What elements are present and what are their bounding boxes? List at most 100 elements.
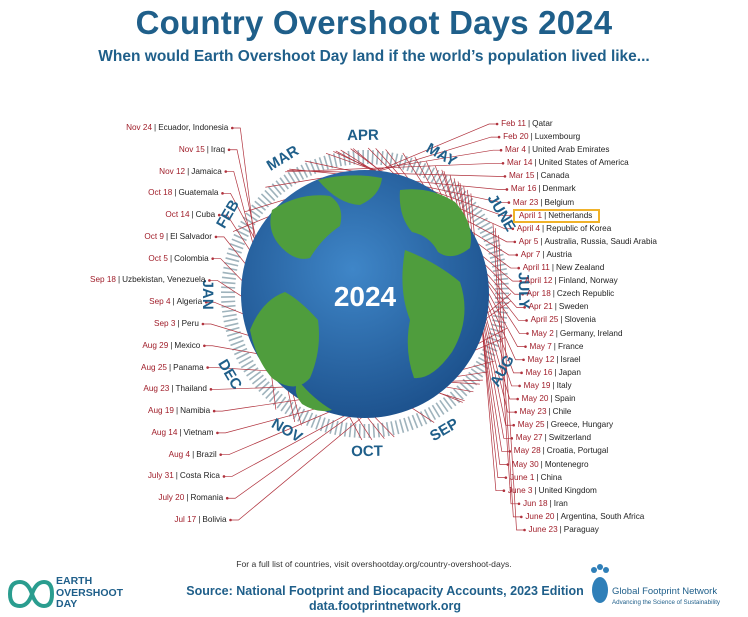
day-tick — [231, 238, 246, 246]
leader-dot — [203, 344, 206, 348]
leader-dot — [503, 175, 507, 178]
day-tick — [224, 261, 239, 267]
separator: | — [554, 276, 557, 286]
day-tick — [389, 152, 394, 167]
country-name: Netherlands — [548, 210, 593, 220]
day-tick — [468, 371, 481, 382]
day-tick — [390, 421, 395, 436]
leader-dot — [227, 148, 231, 152]
separator: | — [536, 171, 539, 181]
overshoot-date: Sep 18 — [90, 275, 116, 285]
overshoot-date: June 1 — [509, 472, 535, 482]
separator: | — [170, 340, 173, 350]
day-tick — [233, 347, 248, 356]
day-tick — [292, 406, 302, 420]
eod-line-2: OVERSHOOT — [56, 586, 124, 599]
day-tick — [248, 370, 262, 381]
day-tick — [240, 220, 254, 230]
overshoot-date: Jun 18 — [522, 498, 548, 508]
day-tick — [236, 351, 250, 360]
country-label: Oct 5 | Colombia — [148, 254, 208, 264]
leader-dot — [523, 306, 526, 309]
day-tick — [328, 154, 334, 169]
day-tick — [258, 381, 270, 392]
country-label: Aug 25 | Panama — [141, 363, 204, 373]
country-label: Mar 4 | United Arab Emirates — [505, 145, 609, 155]
country-name: Denmark — [542, 184, 576, 194]
country-name: Qatar — [532, 119, 553, 128]
country-name: Panama — [173, 362, 204, 372]
separator: | — [540, 197, 543, 207]
overshoot-date: Feb 11 — [501, 119, 526, 128]
day-tick — [486, 244, 501, 251]
day-tick — [385, 422, 390, 437]
day-tick — [261, 384, 273, 396]
day-tick — [334, 420, 339, 435]
country-label: Oct 9 | El Salvador — [144, 232, 212, 242]
day-tick — [494, 301, 509, 305]
separator: | — [554, 367, 557, 377]
separator: | — [542, 223, 545, 233]
separator: | — [186, 493, 189, 503]
day-tick — [473, 364, 486, 374]
overshoot-date: Feb 20 — [503, 132, 529, 142]
separator: | — [168, 362, 172, 372]
overshoot-date: Nov 24 — [126, 123, 153, 132]
separator: | — [546, 420, 549, 430]
overshoot-date: Nov 15 — [178, 144, 205, 154]
day-tick — [240, 359, 254, 369]
footprint-icon — [591, 564, 609, 603]
day-tick — [230, 339, 244, 347]
leader-dot — [513, 240, 517, 244]
day-tick — [324, 418, 330, 433]
overshoot-date: May 2 — [531, 328, 554, 338]
country-label: July 20 | Romania — [158, 493, 223, 503]
separator: | — [527, 119, 531, 128]
separator: | — [556, 354, 559, 364]
leader-dot — [217, 213, 221, 217]
day-tick — [251, 374, 264, 385]
day-tick — [222, 313, 237, 318]
leader-dot — [209, 388, 213, 391]
leader-dot — [522, 358, 525, 362]
leader-dot — [521, 292, 524, 296]
country-label: Nov 24 | Ecuador, Indonesia — [126, 123, 228, 133]
source-credit: Source: National Footprint and Biocapaci… — [175, 584, 595, 614]
overshoot-date: Apr 21 — [528, 302, 553, 312]
day-tick — [398, 419, 405, 433]
country-name: Iran — [553, 498, 568, 508]
country-label: Aug 4 | Brazil — [169, 450, 217, 460]
leader-dot — [495, 122, 499, 126]
separator: | — [551, 263, 554, 273]
day-tick — [343, 422, 348, 437]
separator: | — [534, 485, 537, 495]
day-tick — [445, 180, 456, 193]
country-name: Germany, Ireland — [559, 328, 623, 338]
overshoot-date: May 16 — [525, 367, 553, 377]
country-label: Aug 23 | Thailand — [143, 384, 207, 394]
day-tick — [315, 415, 322, 430]
overshoot-date: June 3 — [507, 485, 533, 495]
source-url: data.footprintnetwork.org — [308, 599, 462, 613]
country-name: Peru — [181, 319, 199, 328]
separator: | — [550, 394, 553, 404]
day-tick — [226, 252, 241, 258]
country-label: May 27 | Switzerland — [516, 433, 591, 443]
country-name: Croatia, Portugal — [546, 446, 609, 456]
leader-dot — [515, 253, 519, 257]
separator: | — [549, 498, 552, 508]
overshoot-date: Apr 7 — [520, 249, 541, 259]
country-name: Vietnam — [183, 427, 214, 437]
day-tick — [410, 159, 418, 173]
overshoot-date: June 20 — [525, 511, 555, 521]
leader-dot — [208, 279, 211, 282]
country-label: June 20 | Argentina, South Africa — [525, 512, 644, 522]
separator: | — [552, 380, 555, 390]
overshoot-date: Mar 4 — [505, 145, 526, 155]
country-name: New Zealand — [556, 263, 605, 273]
leader-dot — [517, 502, 521, 506]
country-name: Paraguay — [563, 525, 599, 534]
full-list-note: For a full list of countries, visit over… — [236, 559, 512, 569]
overshoot-date: April 12 — [524, 276, 553, 286]
